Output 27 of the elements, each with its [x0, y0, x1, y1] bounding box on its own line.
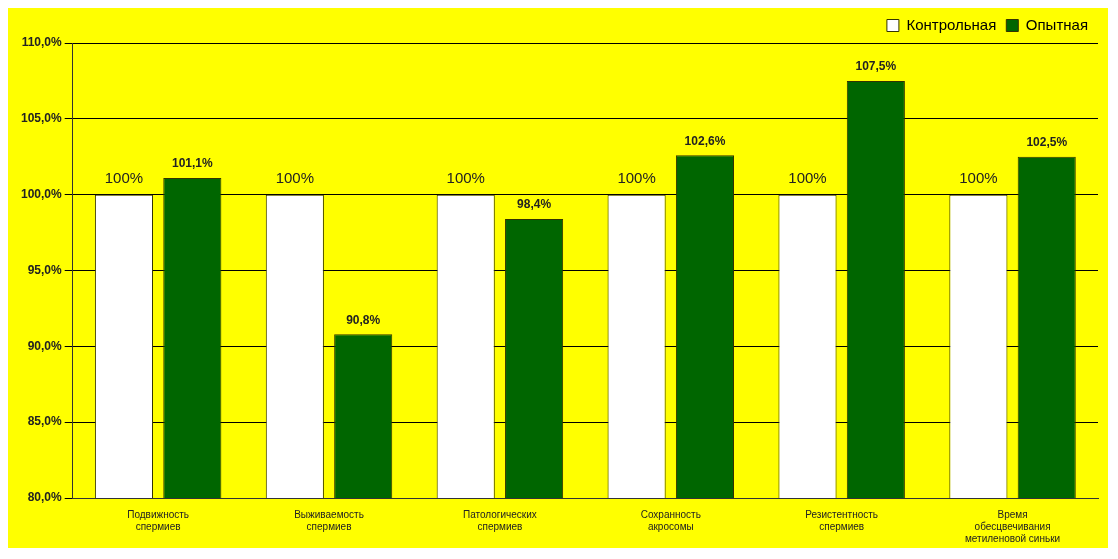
y-tick-label: 110,0% [21, 35, 63, 50]
data-label: 107,5% [855, 59, 897, 74]
data-label: 100% [275, 169, 315, 187]
data-label: 100% [788, 169, 827, 187]
data-label: 101,1% [171, 156, 213, 171]
legend-label: Опытная [1025, 15, 1089, 33]
y-tick-label: 95,0% [27, 262, 63, 277]
x-tick-label: Подвижность спермиев [127, 508, 190, 532]
data-label: 100% [104, 169, 144, 187]
data-label: 100% [446, 169, 485, 187]
x-tick-label: Выживаемость спермиев [294, 508, 364, 532]
y-tick-label: 100,0% [21, 186, 63, 201]
y-tick-label: 105,0% [21, 111, 63, 126]
data-label: 98,4% [517, 197, 552, 212]
y-tick-label: 90,0% [27, 338, 63, 353]
data-label: 102,6% [684, 133, 726, 148]
data-label: 90,8% [346, 312, 381, 327]
y-tick-label: 85,0% [27, 414, 63, 429]
legend-label: Контрольная [906, 15, 997, 33]
x-tick-label: Сохранность акросомы [640, 508, 701, 532]
x-tick-label: Резистентность спермиев [805, 508, 879, 532]
data-label: 102,5% [1026, 135, 1068, 150]
data-label: 100% [959, 169, 998, 187]
x-tick-label: Время обесцвечивания метиленовой синьки [964, 508, 1061, 544]
data-label: 100% [617, 169, 656, 187]
y-tick-label: 80,0% [27, 490, 63, 505]
x-tick-label: Патологических спермиев [462, 508, 537, 532]
